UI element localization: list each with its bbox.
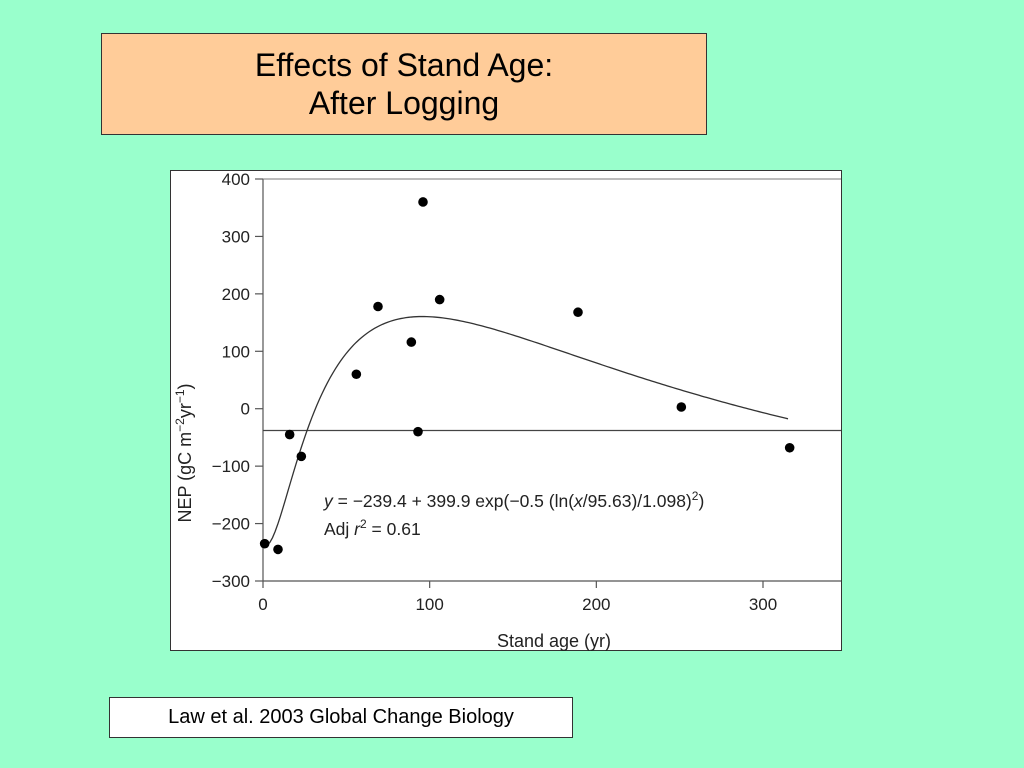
data-point: [676, 402, 687, 412]
y-tick-label: 0: [241, 400, 250, 419]
equation-rest: = −239.4 + 399.9 exp(−0.5 (ln(: [333, 491, 574, 511]
equation-sup: 2: [692, 489, 699, 503]
data-point: [284, 429, 295, 440]
y-tick-label: −300: [212, 572, 250, 591]
adj-value: = 0.61: [367, 519, 421, 539]
fit-curve: [264, 315, 789, 547]
equation-y: y: [323, 491, 334, 511]
equation-tail: /95.63)/1.098): [583, 491, 692, 511]
data-point: [418, 197, 428, 207]
y-label-mid: yr: [175, 403, 195, 418]
slide-title-line2: After Logging: [308, 85, 500, 121]
y-tick-label: 100: [222, 342, 250, 361]
y-tick-label: 400: [222, 171, 250, 189]
y-label-prefix: NEP (gC m: [175, 432, 195, 523]
x-axis-label: Stand age (yr): [497, 631, 611, 651]
y-axis-label: NEP (gC m−2yr−1): [173, 383, 195, 522]
equation-close: ): [698, 491, 704, 511]
data-point: [351, 369, 362, 380]
y-label-sup1: −2: [173, 418, 187, 432]
nep-scatter-chart: −300 −200 −100 0 100 200 300 400 0 100 200 300 Sta…: [173, 171, 841, 651]
y-tick-label: 300: [222, 227, 250, 246]
x-tick-label: 0: [258, 595, 267, 614]
y-label-sup2: −1: [173, 389, 187, 403]
data-point: [413, 426, 423, 437]
x-axis-ticks: 0 100 200 300: [258, 581, 777, 614]
data-points: [259, 197, 795, 555]
citation-text: Law et al. 2003 Global Change Biology: [168, 706, 514, 728]
plot-frame: [262, 178, 841, 582]
data-point: [573, 307, 583, 318]
fit-curve-path: [264, 315, 789, 547]
y-tick-label: 200: [222, 285, 250, 304]
adj-r2-label: Adj r2 = 0.61: [324, 517, 421, 539]
adj-r: r: [354, 519, 361, 539]
chart-panel: −300 −200 −100 0 100 200 300 400 0 100 200 300 Sta…: [170, 170, 842, 651]
data-point: [273, 544, 283, 555]
x-tick-label: 300: [749, 595, 777, 614]
slide-title-line1: Effects of Stand Age:: [254, 47, 554, 83]
data-point: [784, 442, 795, 453]
data-point: [434, 294, 445, 305]
y-axis-ticks: −300 −200 −100 0 100 200 300 400: [212, 171, 263, 591]
adj-prefix: Adj: [324, 519, 354, 539]
data-point: [373, 301, 383, 312]
x-tick-label: 100: [415, 595, 443, 614]
y-tick-label: −100: [212, 457, 250, 476]
adj-sup: 2: [360, 517, 367, 531]
data-point: [259, 538, 270, 549]
y-tick-label: −200: [212, 515, 250, 534]
citation-box: Law et al. 2003 Global Change Biology: [109, 697, 573, 738]
equation-x: x: [573, 491, 584, 511]
y-label-suffix: ): [175, 383, 195, 389]
data-point: [296, 451, 307, 462]
title-box: Effects of Stand Age: After Logging: [101, 33, 707, 135]
data-point: [406, 337, 417, 347]
x-tick-label: 200: [582, 595, 610, 614]
fit-equation: y = −239.4 + 399.9 exp(−0.5 (ln(x/95.63)…: [323, 489, 704, 511]
